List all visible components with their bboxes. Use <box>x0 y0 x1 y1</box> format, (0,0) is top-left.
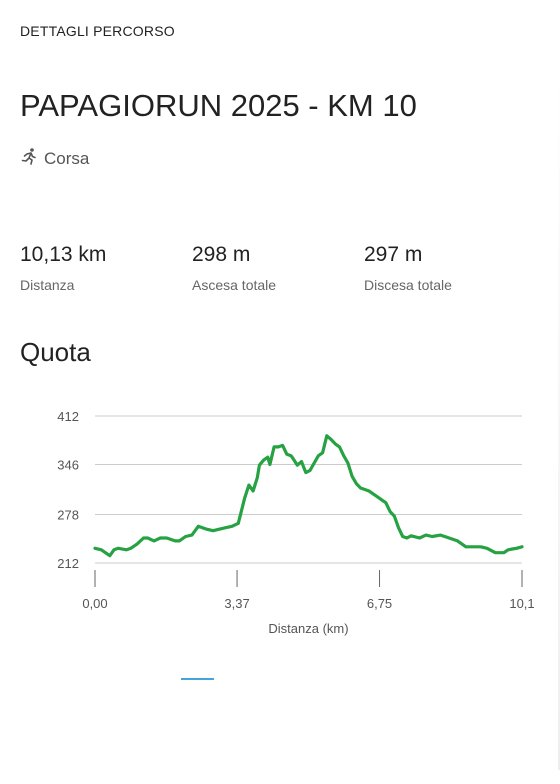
activity-label: Corsa <box>44 148 90 168</box>
scroll-edge <box>558 70 560 770</box>
x-tick-label: 3,37 <box>224 596 249 611</box>
y-tick-label: 412 <box>57 409 79 424</box>
stat-descent: 297 m Discesa totale <box>364 243 452 293</box>
distance-value: 10,13 km <box>20 243 107 266</box>
stat-distance: 10,13 km Distanza <box>20 243 106 293</box>
elevation-chart[interactable]: 412 346 278 212 0,00 3,37 6,75 10,1 Distanza (km… <box>0 390 560 650</box>
y-tick-label: 212 <box>57 556 79 571</box>
page-header-label: DETTAGLI PERCORSO <box>20 23 175 39</box>
descent-label: Discesa totale <box>364 277 452 293</box>
elevation-section-title: Quota <box>20 337 91 367</box>
tab-indicator <box>181 678 214 680</box>
ascent-value: 298 m <box>192 243 251 266</box>
running-person-icon <box>20 147 38 170</box>
route-title: PAPAGIORUN 2025 - KM 10 <box>20 88 417 123</box>
y-tick-label: 346 <box>57 458 79 473</box>
distance-label: Distanza <box>20 277 75 293</box>
descent-value: 297 m <box>364 243 423 266</box>
y-tick-label: 278 <box>57 507 79 522</box>
x-tick-label: 10,1 <box>509 596 534 611</box>
stat-ascent: 298 m Ascesa totale <box>192 243 276 293</box>
x-tick-label: 0,00 <box>82 596 107 611</box>
activity-type: Corsa <box>20 147 89 170</box>
ascent-label: Ascesa totale <box>192 277 277 293</box>
x-axis-label: Distanza (km) <box>268 621 348 636</box>
x-tick-label: 6,75 <box>367 596 392 611</box>
elevation-line <box>93 434 524 558</box>
